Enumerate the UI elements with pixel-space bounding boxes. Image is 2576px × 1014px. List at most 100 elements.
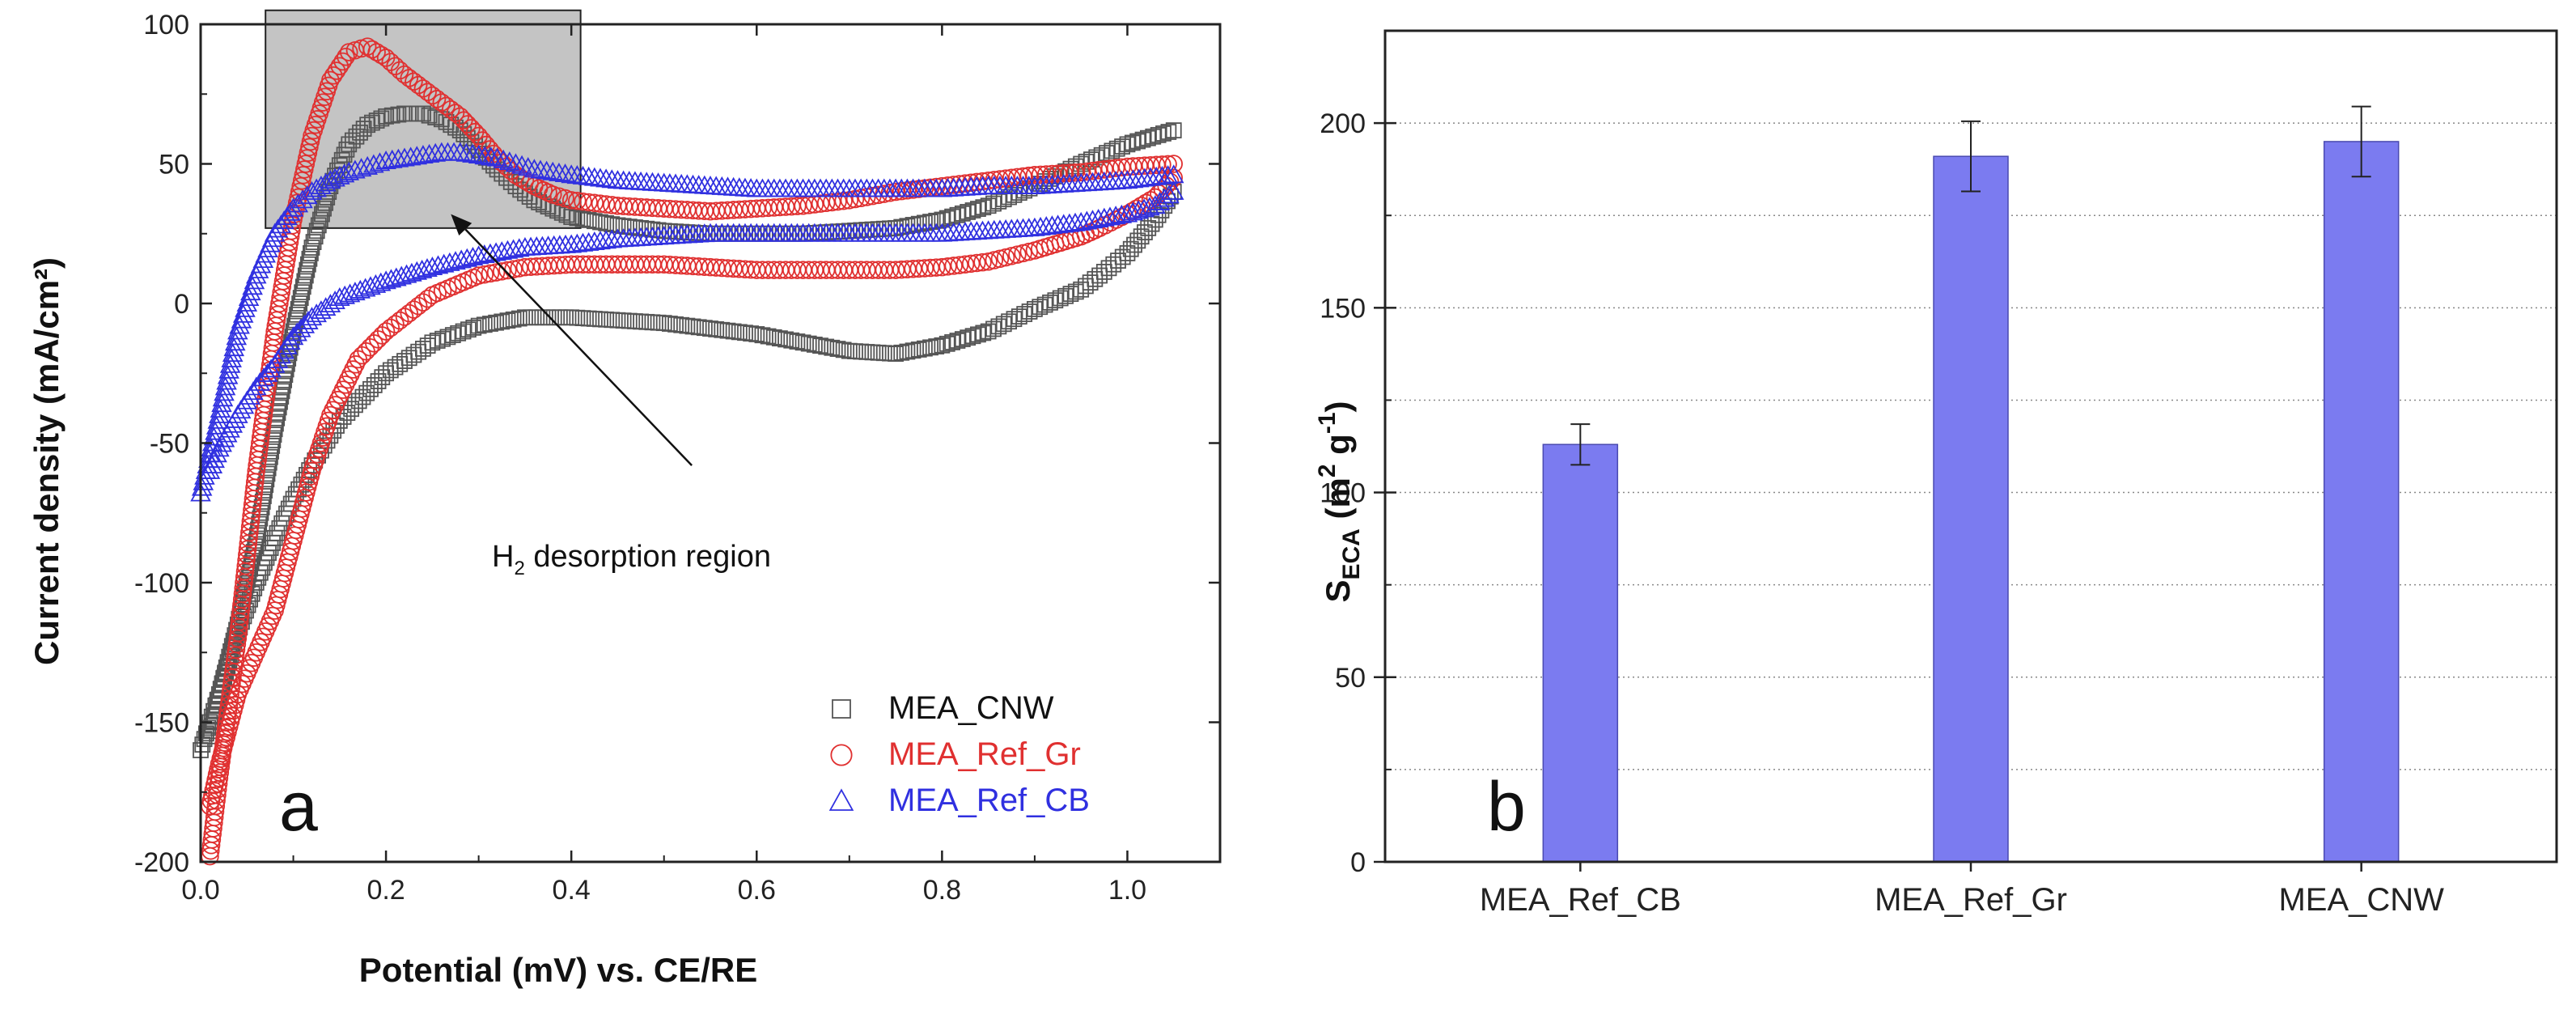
- point-MEA_CNW: [296, 273, 313, 290]
- point-MEA_CNW: [964, 202, 981, 218]
- point-MEA_Ref_CB: [296, 185, 318, 205]
- point-MEA_Ref_Gr: [955, 255, 975, 274]
- point-MEA_Ref_CB: [360, 276, 381, 295]
- point-MEA_CNW: [783, 332, 800, 349]
- point-MEA_CNW: [864, 344, 881, 361]
- y-tick-label-b: 50: [1335, 663, 1366, 694]
- point-MEA_CNW: [421, 107, 438, 124]
- point-MEA_CNW: [980, 323, 997, 340]
- point-MEA_Ref_Gr: [816, 193, 836, 213]
- point-MEA_CNW: [938, 335, 955, 352]
- point-MEA_Ref_CB: [1087, 208, 1109, 227]
- point-MEA_Ref_Gr: [990, 249, 1010, 269]
- point-MEA_CNW: [269, 405, 286, 422]
- point-MEA_CNW: [985, 320, 1002, 337]
- point-MEA_CNW: [433, 111, 450, 128]
- point-MEA_Ref_Gr: [515, 171, 535, 190]
- point-MEA_CNW: [928, 212, 945, 229]
- point-MEA_Ref_Gr: [400, 303, 418, 323]
- point-MEA_CNW: [934, 211, 951, 228]
- point-MEA_CNW: [316, 200, 332, 217]
- point-MEA_Ref_CB: [209, 404, 230, 423]
- point-MEA_CNW: [1016, 306, 1033, 322]
- point-MEA_Ref_Gr: [1071, 163, 1091, 182]
- point-MEA_CNW: [378, 108, 394, 125]
- point-MEA_Ref_Gr: [1106, 159, 1125, 177]
- point-MEA_Ref_CB: [1128, 200, 1149, 219]
- point-MEA_CNW: [841, 342, 858, 359]
- point-MEA_CNW: [444, 327, 461, 344]
- point-MEA_CNW: [528, 309, 545, 326]
- point-MEA_Ref_Gr: [418, 83, 437, 101]
- point-MEA_Ref_Gr: [330, 57, 350, 76]
- point-MEA_CNW: [563, 209, 580, 225]
- point-MEA_CNW: [893, 344, 910, 361]
- point-MEA_CNW: [338, 141, 355, 158]
- point-MEA_Ref_Gr: [585, 193, 604, 213]
- point-MEA_CNW: [765, 329, 782, 346]
- point-MEA_CNW: [415, 105, 431, 122]
- point-MEA_CNW: [609, 312, 626, 329]
- ylabel-s: S: [1319, 580, 1357, 603]
- x-tick-label-a: 0.8: [923, 875, 961, 906]
- desorption-annotation: H2 desorption region: [451, 214, 771, 579]
- y-axis-ticks-a: -200 -150 -100 -50 0 50 100: [134, 10, 1220, 878]
- point-MEA_CNW: [995, 316, 1012, 333]
- point-MEA_Ref_Gr: [475, 265, 494, 284]
- point-MEA_CNW: [905, 342, 922, 359]
- point-MEA_Ref_CB: [462, 246, 484, 265]
- point-MEA_CNW: [574, 310, 591, 327]
- point-MEA_CNW: [482, 316, 498, 332]
- point-MEA_Ref_Gr: [596, 195, 616, 214]
- point-MEA_CNW: [627, 313, 643, 329]
- point-MEA_Ref_CB: [311, 300, 332, 320]
- panel-label-b: b: [1487, 768, 1526, 846]
- point-MEA_CNW: [731, 324, 748, 341]
- point-MEA_Ref_Gr: [834, 191, 853, 210]
- point-MEA_CNW: [419, 337, 436, 354]
- point-MEA_Ref_CB: [222, 342, 244, 363]
- point-MEA_Ref_Gr: [391, 311, 409, 330]
- point-MEA_CNW: [835, 342, 852, 359]
- legend-label-MEA_CNW: MEA_CNW: [888, 690, 1054, 726]
- point-MEA_Ref_Gr: [521, 257, 540, 276]
- point-MEA_Ref_CB: [1122, 202, 1144, 221]
- point-MEA_CNW: [916, 340, 933, 357]
- point-MEA_Ref_Gr: [432, 93, 451, 112]
- category-label-MEA_Ref_CB: MEA_Ref_CB: [1480, 882, 1681, 918]
- point-MEA_Ref_Gr: [1089, 161, 1108, 180]
- point-MEA_CNW: [299, 256, 316, 273]
- point-MEA_Ref_CB: [231, 309, 252, 329]
- point-MEA_Ref_CB: [339, 283, 361, 303]
- point-MEA_CNW: [661, 316, 678, 332]
- x-tick-label-a: 0.0: [181, 875, 219, 906]
- point-MEA_Ref_CB: [365, 274, 387, 293]
- point-MEA_Ref_CB: [350, 279, 371, 299]
- point-MEA_CNW: [980, 197, 997, 214]
- point-MEA_CNW: [210, 691, 227, 708]
- point-MEA_Ref_Gr: [423, 286, 442, 304]
- point-MEA_Ref_Gr: [950, 256, 969, 274]
- point-MEA_CNW: [638, 313, 655, 330]
- point-MEA_Ref_CB: [413, 145, 434, 164]
- point-MEA_Ref_CB: [369, 152, 391, 172]
- point-MEA_Ref_Gr: [794, 196, 812, 215]
- point-MEA_CNW: [1165, 122, 1182, 139]
- point-MEA_Ref_CB: [242, 276, 263, 295]
- point-MEA_CNW: [1150, 126, 1167, 143]
- category-label-MEA_Ref_Gr: MEA_Ref_Gr: [1875, 882, 2067, 918]
- point-MEA_Ref_CB: [1099, 206, 1121, 226]
- point-MEA_CNW: [1021, 303, 1038, 320]
- point-MEA_CNW: [383, 107, 400, 124]
- point-MEA_CNW: [392, 355, 409, 372]
- point-MEA_CNW: [268, 415, 284, 432]
- point-MEA_Ref_CB: [511, 155, 532, 174]
- point-MEA_CNW: [307, 228, 324, 245]
- point-MEA_CNW: [899, 343, 916, 360]
- point-MEA_Ref_Gr: [372, 45, 391, 65]
- point-MEA_CNW: [1001, 313, 1017, 330]
- point-MEA_Ref_CB: [350, 158, 372, 177]
- point-MEA_Ref_CB: [212, 388, 234, 407]
- point-MEA_Ref_CB: [205, 421, 226, 440]
